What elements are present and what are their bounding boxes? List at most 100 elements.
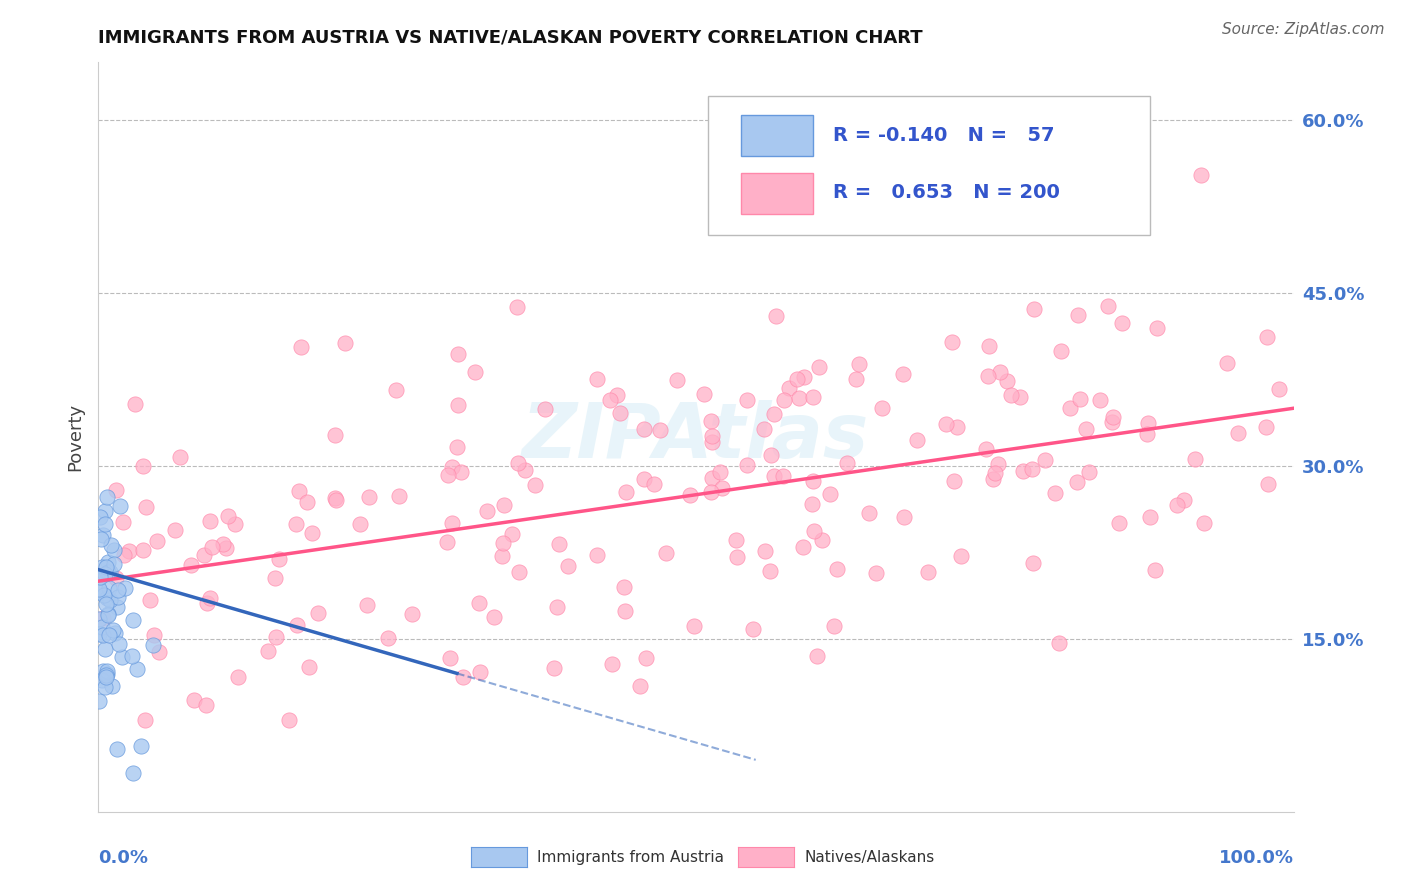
- Point: [848, 357, 870, 371]
- Point: [277, 713, 299, 727]
- Point: [477, 504, 499, 518]
- Y-axis label: Poverty: Poverty: [66, 403, 84, 471]
- Point: [773, 393, 796, 408]
- Point: [1257, 477, 1279, 491]
- Point: [288, 483, 311, 498]
- Text: Source: ZipAtlas.com: Source: ZipAtlas.com: [1222, 22, 1385, 37]
- Point: [946, 420, 969, 434]
- Point: [870, 401, 893, 415]
- Point: [693, 387, 716, 401]
- Point: [709, 465, 731, 479]
- Point: [1012, 464, 1035, 478]
- Point: [468, 665, 491, 680]
- Point: [865, 566, 887, 580]
- Point: [108, 637, 131, 651]
- Point: [683, 619, 706, 633]
- Point: [1021, 462, 1043, 476]
- Point: [935, 417, 957, 432]
- Point: [145, 533, 167, 548]
- Point: [333, 335, 356, 350]
- Point: [787, 391, 810, 405]
- Point: [977, 368, 1000, 383]
- Point: [131, 739, 153, 753]
- Point: [585, 548, 607, 562]
- Point: [384, 383, 406, 397]
- Point: [118, 544, 141, 558]
- Point: [89, 585, 111, 599]
- Point: [215, 541, 238, 555]
- Point: [893, 510, 915, 524]
- Point: [547, 537, 569, 551]
- Point: [741, 622, 763, 636]
- Point: [439, 651, 461, 665]
- Point: [107, 582, 129, 597]
- Point: [264, 630, 287, 644]
- Point: [1136, 416, 1159, 430]
- Point: [786, 371, 808, 385]
- Point: [1074, 422, 1097, 436]
- Point: [700, 428, 723, 442]
- Point: [139, 593, 162, 607]
- Point: [917, 565, 939, 579]
- FancyBboxPatch shape: [741, 115, 813, 156]
- Point: [600, 657, 623, 671]
- Point: [180, 558, 202, 573]
- Text: IMMIGRANTS FROM AUSTRIA VS NATIVE/ALASKAN POVERTY CORRELATION CHART: IMMIGRANTS FROM AUSTRIA VS NATIVE/ALASKA…: [98, 29, 924, 47]
- Point: [98, 628, 121, 642]
- Point: [301, 525, 323, 540]
- Point: [501, 526, 523, 541]
- Point: [464, 365, 486, 379]
- Point: [761, 448, 783, 462]
- Point: [1267, 383, 1289, 397]
- Point: [1136, 427, 1159, 442]
- Point: [754, 422, 776, 436]
- Point: [98, 566, 121, 580]
- Point: [806, 649, 828, 664]
- Point: [193, 548, 215, 562]
- Point: [103, 543, 125, 558]
- Point: [1101, 409, 1123, 424]
- Point: [297, 494, 319, 508]
- Point: [907, 433, 929, 447]
- Point: [557, 559, 579, 574]
- Point: [665, 373, 688, 387]
- Point: [195, 596, 218, 610]
- Point: [96, 668, 118, 682]
- Point: [198, 514, 221, 528]
- Point: [224, 517, 246, 532]
- Point: [1139, 510, 1161, 524]
- Point: [112, 515, 135, 529]
- Point: [1043, 485, 1066, 500]
- Point: [447, 347, 470, 361]
- Point: [90, 673, 112, 688]
- Point: [765, 309, 787, 323]
- Point: [808, 360, 831, 375]
- Point: [1216, 356, 1239, 370]
- Point: [778, 381, 800, 395]
- Point: [801, 474, 824, 488]
- Point: [134, 713, 156, 727]
- Point: [94, 517, 117, 532]
- Text: R =   0.653   N = 200: R = 0.653 N = 200: [834, 184, 1060, 202]
- Point: [606, 388, 628, 402]
- Point: [491, 549, 513, 564]
- Point: [823, 618, 845, 632]
- Point: [1143, 563, 1166, 577]
- Point: [91, 628, 114, 642]
- Point: [801, 497, 824, 511]
- Point: [98, 581, 121, 595]
- Point: [858, 506, 880, 520]
- Point: [468, 596, 491, 610]
- Point: [1022, 556, 1045, 570]
- Point: [1066, 309, 1088, 323]
- Point: [96, 667, 118, 681]
- Point: [1194, 516, 1216, 530]
- Point: [94, 597, 117, 611]
- Point: [679, 488, 702, 502]
- Point: [1226, 425, 1249, 440]
- Point: [506, 300, 529, 314]
- Point: [96, 566, 118, 580]
- Text: R = -0.140   N =   57: R = -0.140 N = 57: [834, 126, 1054, 145]
- Point: [97, 565, 120, 579]
- Point: [533, 402, 555, 417]
